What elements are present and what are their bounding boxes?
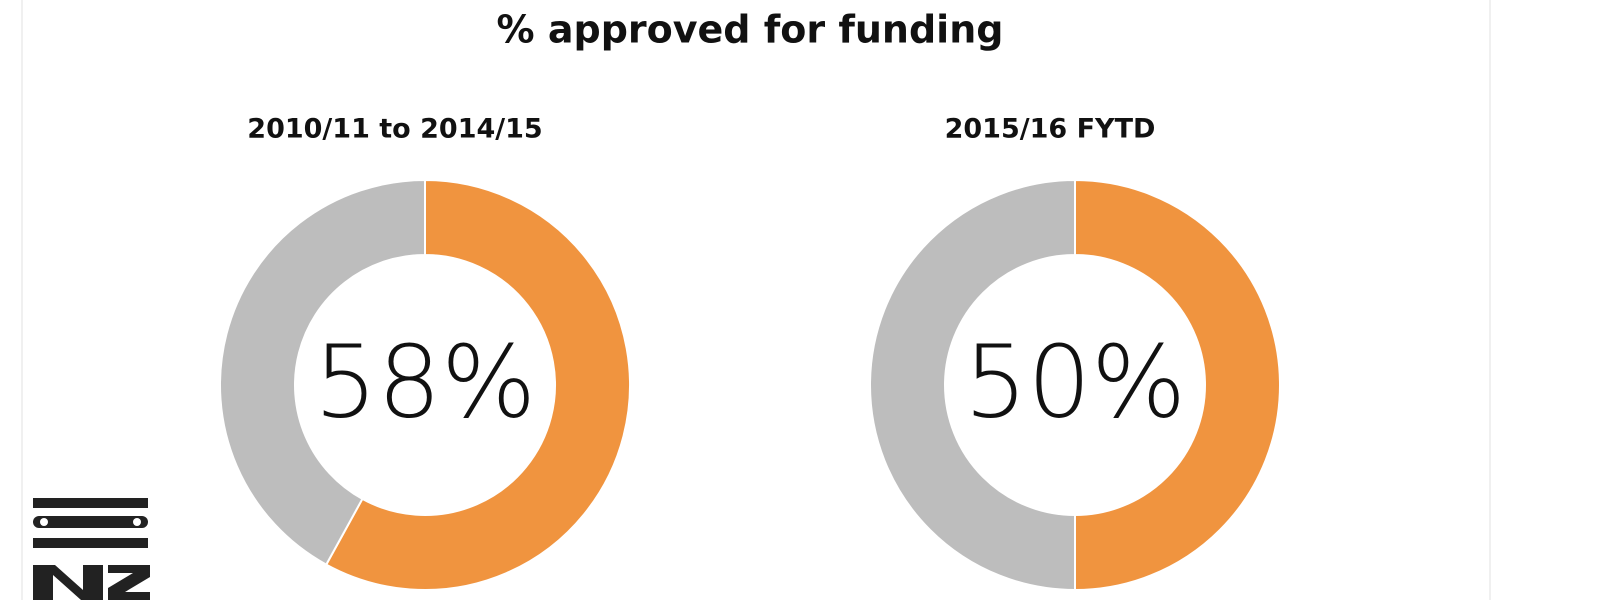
center-label: 50% bbox=[964, 323, 1186, 440]
logo bbox=[33, 498, 150, 600]
chart-title: % approved for funding bbox=[497, 8, 1004, 52]
chart-subtitle: 2010/11 to 2014/15 bbox=[247, 114, 542, 145]
center-label: 58% bbox=[314, 323, 536, 440]
donut-segment bbox=[1074, 178, 1281, 592]
donut-segment bbox=[869, 178, 1076, 592]
donut-segment bbox=[324, 178, 631, 591]
donut-segment bbox=[219, 178, 426, 567]
chart-subtitle: 2015/16 FYTD bbox=[945, 114, 1156, 145]
